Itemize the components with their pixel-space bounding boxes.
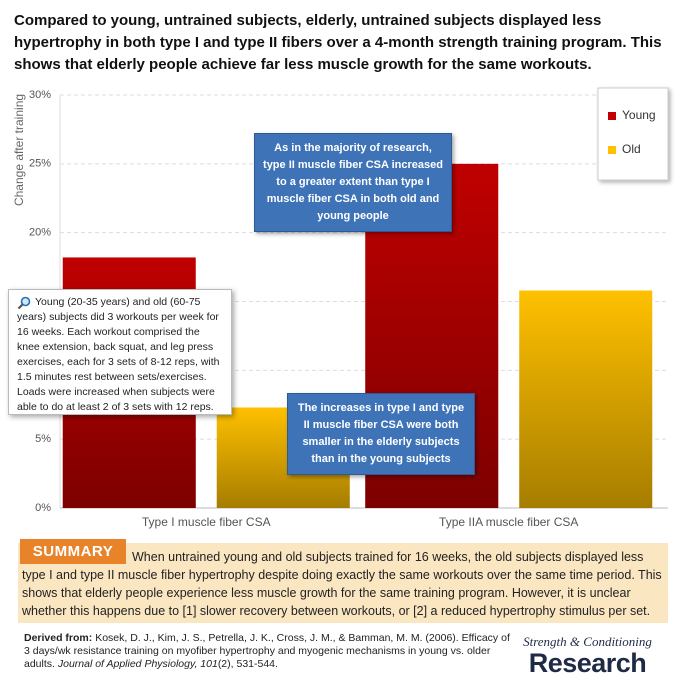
y-tick-label: 0%	[35, 502, 51, 514]
annotation-box: Young (20-35 years) and old (60-75 years…	[8, 289, 232, 415]
y-tick-label: 30%	[29, 89, 51, 101]
source-text: Kosek, D. J., Kim, J. S., Petrella, J. K…	[24, 632, 510, 670]
annotation: As in the majority of research, type II …	[254, 133, 452, 232]
legend-swatch	[608, 112, 616, 120]
annotation: The increases in type I and type II musc…	[287, 393, 475, 475]
magnifier-icon	[17, 296, 31, 310]
legend-box	[597, 87, 669, 181]
source: Derived from: Kosek, D. J., Kim, J. S., …	[24, 632, 514, 671]
source-label: Derived from:	[24, 632, 93, 644]
source-journal: Journal of Applied Physiology,	[57, 658, 198, 670]
source-volume: 101	[200, 658, 218, 670]
x-tick-label: Type IIA muscle fiber CSA	[439, 515, 578, 529]
chart-title: Compared to young, untrained subjects, e…	[14, 12, 662, 73]
summary-label: SUMMARY	[20, 539, 126, 564]
source-pages: (2), 531-544.	[217, 658, 278, 670]
y-axis-label: Change after training	[12, 94, 26, 206]
legend-label: Old	[622, 142, 641, 156]
y-tick-label: 20%	[29, 227, 51, 239]
legend-label: Young	[622, 108, 656, 122]
y-tick-label: 5%	[35, 433, 51, 445]
summary-box	[18, 543, 668, 623]
summary-text: When untrained young and old subjects tr…	[22, 550, 662, 618]
legend-swatch	[608, 146, 616, 154]
y-tick-label: 25%	[29, 158, 51, 170]
bar-shade	[519, 290, 653, 508]
logo-bottom: Research	[528, 648, 647, 678]
x-tick-label: Type I muscle fiber CSA	[142, 515, 271, 529]
annotation: Young (20-35 years) and old (60-75 years…	[17, 296, 220, 413]
logo-top: Strength & Conditioning	[523, 634, 652, 649]
